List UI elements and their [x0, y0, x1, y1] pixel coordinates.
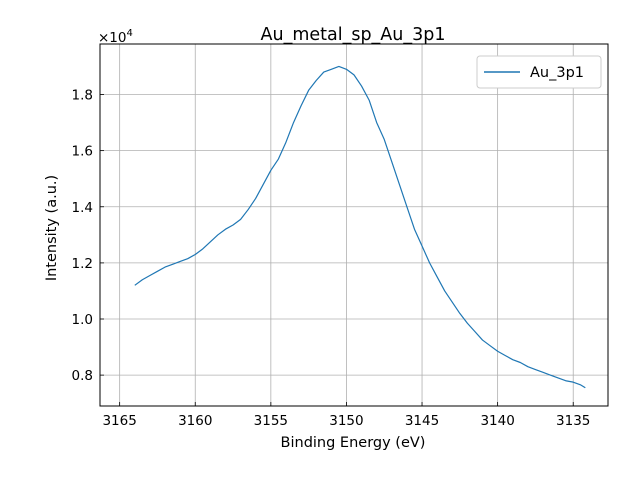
x-tick-label: 3140: [480, 413, 514, 429]
y-tick-label: 1.6: [72, 144, 93, 160]
y-tick-label: 0.8: [72, 368, 93, 384]
y-tick-label: 1.2: [72, 256, 93, 272]
x-axis-title: Binding Energy (eV): [281, 435, 426, 451]
x-tick-label: 3155: [254, 413, 288, 429]
chart-title: Au_metal_sp_Au_3p1: [261, 25, 446, 45]
y-tick-label: 1.4: [72, 200, 93, 216]
x-tick-label: 3165: [102, 413, 136, 429]
y-multiplier-base: ×10: [98, 30, 127, 46]
y-multiplier: ×104: [98, 28, 133, 46]
series-line-au-3p1: [134, 65, 586, 389]
series-layer: [134, 65, 586, 389]
y-multiplier-exponent: 4: [127, 28, 133, 39]
y-axis-title: Intensity (a.u.): [44, 175, 60, 281]
x-tick-label: 3150: [329, 413, 363, 429]
plot-frame: [99, 43, 609, 407]
x-tick-label: 3160: [178, 413, 212, 429]
grid: [100, 44, 608, 406]
ticks: 3165 3160 3155 3150 3145 3140 3135 0.8 1.0 1.2 1.4…: [72, 88, 591, 429]
legend: Au_3p1: [476, 55, 602, 89]
legend-box: [476, 55, 602, 89]
x-tick-label: 3145: [405, 413, 439, 429]
y-tick-label: 1.0: [72, 312, 93, 328]
y-tick-label: 1.8: [72, 88, 93, 104]
legend-label-au-3p1: Au_3p1: [530, 65, 584, 81]
x-tick-label: 3135: [556, 413, 590, 429]
